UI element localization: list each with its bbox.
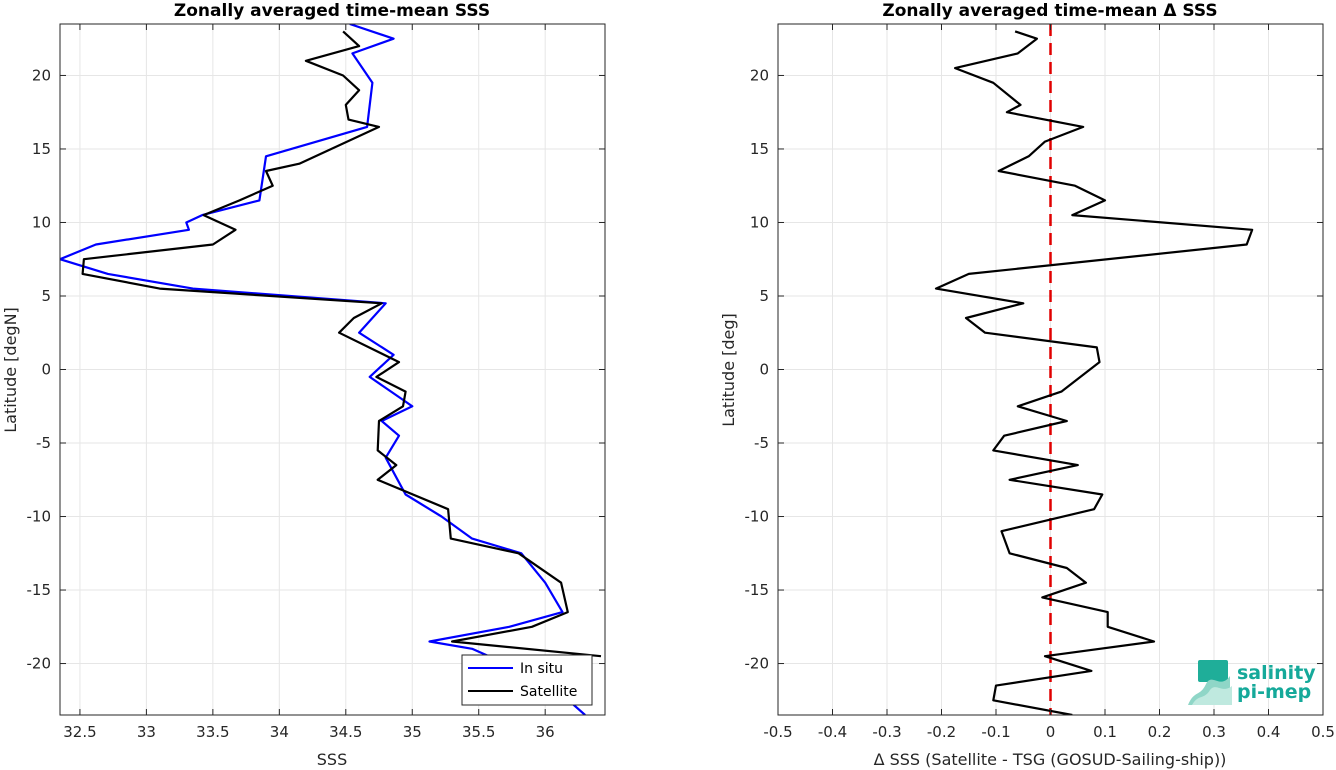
right-y-tick-label: 20 <box>750 66 769 84</box>
logo-line1: salinity <box>1237 662 1316 684</box>
right-x-tick-label: -0.5 <box>763 723 792 741</box>
left-y-tick-label: 10 <box>32 213 51 231</box>
left-x-tick-label: 34 <box>270 723 289 741</box>
right-x-tick-label: 0.3 <box>1202 723 1226 741</box>
right-x-tick-label: 0.5 <box>1311 723 1335 741</box>
right-chart-title: Zonally averaged time-mean Δ SSS <box>882 1 1217 21</box>
left-y-tick-label: -5 <box>36 434 51 452</box>
left-y-axis-label: Latitude [degN] <box>1 307 20 433</box>
right-x-tick-label: -0.2 <box>927 723 956 741</box>
right-panel: -0.5 -0.4 -0.3 -0.2 -0.1 0 0.1 0.2 0.3 0.4 0.5 20 15… <box>719 1 1335 769</box>
right-y-tick-label: 5 <box>759 287 769 305</box>
right-series-line-delta-sss <box>934 30 1254 715</box>
right-y-tick-label: 10 <box>750 213 769 231</box>
legend-box <box>461 654 593 706</box>
left-x-tick-label: 33 <box>137 723 156 741</box>
right-x-tick-label: -0.4 <box>818 723 847 741</box>
left-x-tick-label: 35.5 <box>462 723 495 741</box>
right-x-tick-label: 0.1 <box>1093 723 1117 741</box>
left-chart-title: Zonally averaged time-mean SSS <box>174 1 490 21</box>
right-y-tick-label: -10 <box>745 508 770 526</box>
right-y-tick-label: 0 <box>759 361 769 379</box>
left-y-tick-label: -15 <box>27 581 52 599</box>
right-x-axis-label: Δ SSS (Satellite - TSG (GOSUD-Sailing-sh… <box>874 750 1227 769</box>
left-y-tick-label: -10 <box>27 508 52 526</box>
salinity-pi-mep-logo: salinity pi-mep <box>1188 660 1316 705</box>
left-x-tick-label: 33.5 <box>196 723 229 741</box>
right-y-axis-label: Latitude [deg] <box>719 313 738 427</box>
left-y-tick-label: 15 <box>32 140 51 158</box>
left-series-group <box>60 24 602 715</box>
left-x-tick-label: 34.5 <box>329 723 362 741</box>
left-x-tick-label: 36 <box>536 723 555 741</box>
right-x-tick-label: 0 <box>1046 723 1056 741</box>
left-x-tick-label: 35 <box>403 723 422 741</box>
right-y-tick-label: -5 <box>754 434 769 452</box>
right-y-tick-label: 15 <box>750 140 769 158</box>
right-x-tick-label: 0.2 <box>1148 723 1172 741</box>
left-y-tick-label: -20 <box>27 655 52 673</box>
right-series-group <box>934 24 1254 715</box>
left-series-line-satellite <box>81 30 602 658</box>
right-x-tick-label: 0.4 <box>1257 723 1281 741</box>
left-y-tick-label: 0 <box>41 361 51 379</box>
legend-label-satellite: Satellite <box>520 684 577 700</box>
legend-label-in-situ: In situ <box>520 661 563 677</box>
left-panel: 32.5 33 33.5 34 34.5 35 35.5 36 20 15 10 5 0 -5 -10 -15… <box>1 1 606 769</box>
left-y-tick-label: 5 <box>41 287 51 305</box>
left-x-tick-label: 32.5 <box>63 723 96 741</box>
right-x-tick-label: -0.1 <box>981 723 1010 741</box>
left-y-tick-label: 20 <box>32 66 51 84</box>
left-x-axis-label: SSS <box>317 750 347 769</box>
right-x-tick-label: -0.3 <box>872 723 901 741</box>
left-series-line-in-situ <box>60 24 586 715</box>
right-y-tick-label: -15 <box>745 581 770 599</box>
logo-waves-icon <box>1188 660 1232 705</box>
legend: In situ Satellite <box>461 654 593 706</box>
right-ticks: -0.5 -0.4 -0.3 -0.2 -0.1 0 0.1 0.2 0.3 0.4 0.5 20 15… <box>745 24 1335 741</box>
right-y-tick-label: -20 <box>745 655 770 673</box>
left-ticks: 32.5 33 33.5 34 34.5 35 35.5 36 20 15 10 5 0 -5 -10 -15… <box>27 24 605 741</box>
logo-line2: pi-mep <box>1237 681 1311 703</box>
